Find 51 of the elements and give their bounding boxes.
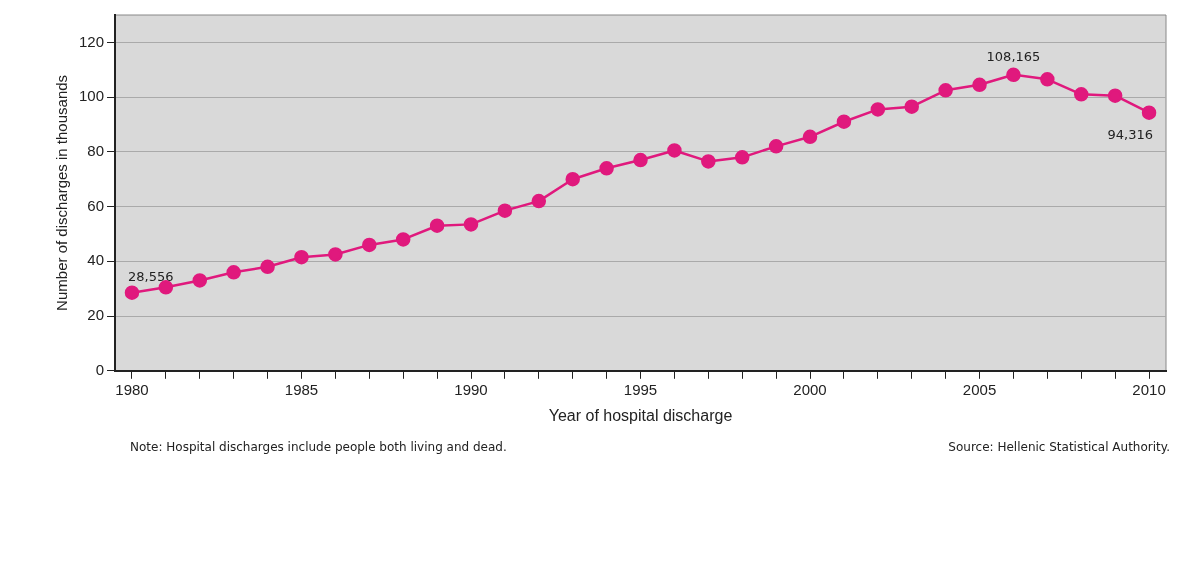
point: [972, 77, 987, 93]
point: [938, 83, 953, 98]
annotation: 28,556: [127, 268, 174, 284]
point: [565, 171, 580, 187]
x-axis-title: Year of hospital discharge: [548, 406, 733, 424]
point: [497, 203, 513, 218]
annotation: 108,165: [986, 48, 1041, 64]
point: [1040, 72, 1055, 87]
annotation: 94,316: [1107, 126, 1154, 142]
point: [1006, 67, 1021, 83]
point: [734, 150, 750, 165]
point: [701, 154, 716, 169]
x-tick-label: 1990: [454, 380, 488, 398]
point: [328, 247, 343, 262]
y-tick-label: 60: [87, 196, 105, 214]
point: [667, 143, 682, 158]
point: [531, 193, 547, 209]
point: [429, 218, 445, 233]
point: [1073, 87, 1089, 102]
y-tick-label: 0: [95, 360, 105, 378]
x-tick-label: 1985: [284, 380, 319, 398]
point: [192, 273, 208, 288]
text: Note: Hospital discharges include people both living and dead.: [130, 440, 507, 454]
y-tick-label: 100: [79, 87, 105, 105]
point: [1141, 105, 1157, 120]
y-tick-label: 120: [79, 32, 105, 50]
point: [395, 232, 411, 247]
point: [260, 259, 275, 275]
x-tick-label: 2010: [1132, 380, 1166, 398]
point: [226, 265, 241, 280]
point: [633, 152, 648, 168]
x-tick-label: 1980: [115, 380, 149, 398]
point: [836, 114, 852, 129]
point: [768, 139, 784, 154]
point: [1107, 88, 1123, 103]
y-axis-title: Number of discharges in thousands: [53, 74, 71, 311]
point: [463, 217, 479, 232]
point: [802, 129, 818, 145]
y-tick-label: 40: [87, 251, 105, 269]
y-tick-label: 20: [87, 306, 105, 324]
point: [904, 99, 919, 114]
point: [870, 102, 886, 117]
source-note: Source: Hellenic Statistical Authority.: [948, 440, 1170, 454]
point: [362, 237, 377, 253]
x-tick-label: 1995: [623, 380, 658, 398]
point: [124, 285, 140, 300]
y-tick-label: 80: [87, 141, 105, 159]
point: [599, 161, 614, 176]
point: [294, 249, 309, 265]
x-tick-label: 2000: [793, 380, 827, 398]
x-tick-label: 2005: [962, 380, 997, 398]
